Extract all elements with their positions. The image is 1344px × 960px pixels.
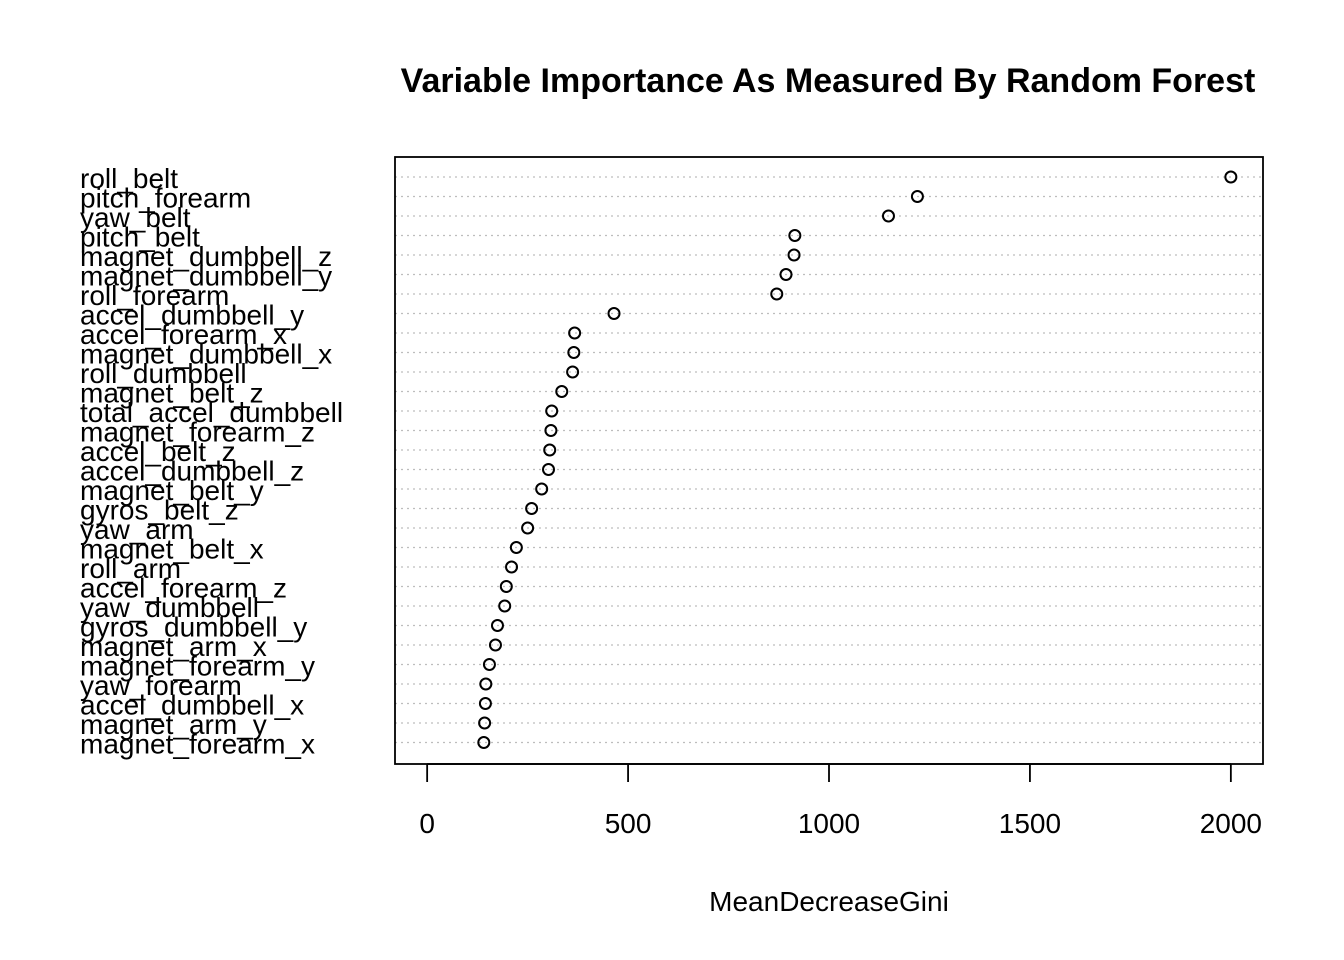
category-label-accel-belt-z: accel_belt_z [80, 436, 236, 467]
x-tick-label: 0 [419, 808, 435, 839]
data-point-gyros-belt-z [525, 502, 539, 515]
category-label-magnet-belt-z: magnet_belt_z [80, 378, 264, 409]
data-point-roll-dumbbell [566, 365, 580, 379]
category-label-gyros-dumbbell-y: gyros_dumbbell_y [80, 612, 307, 643]
category-label-accel-dumbbell-y: accel_dumbbell_y [80, 300, 304, 331]
category-label-magnet-forearm-z: magnet_forearm_z [80, 417, 315, 448]
category-label-magnet-arm-x: magnet_arm_x [80, 631, 267, 662]
data-point-magnet-dumbbell-z [787, 248, 801, 262]
category-label-accel-forearm-z: accel_forearm_z [80, 573, 287, 604]
x-tick-label: 1500 [999, 808, 1061, 839]
category-label-roll-forearm: roll_forearm [80, 280, 229, 311]
category-label-roll-dumbbell: roll_dumbbell [80, 358, 247, 389]
category-label-magnet-belt-y: magnet_belt_y [80, 475, 264, 506]
data-point-accel-dumbbell-y [607, 307, 621, 320]
grid-lines [395, 176, 1263, 744]
category-label-magnet-forearm-y: magnet_forearm_y [80, 651, 315, 682]
category-label-total-accel-dumbbell: total_accel_dumbbell [80, 397, 343, 428]
x-axis: 0 500 1000 1500 2000 [419, 763, 1262, 839]
data-point-magnet-belt-y [535, 482, 549, 496]
data-point-pitch-belt [788, 229, 802, 242]
data-point-yaw-arm [521, 521, 535, 535]
data-point-accel-dumbbell-z [542, 463, 556, 476]
category-label-magnet-belt-x: magnet_belt_x [80, 534, 264, 565]
data-point-roll-arm [505, 560, 519, 574]
category-label-roll-belt: roll_belt [80, 163, 178, 194]
data-point-yaw-dumbbell [498, 599, 512, 613]
data-point-roll-belt [1224, 170, 1238, 184]
category-label-magnet-dumbbell-y: magnet_dumbbell_y [80, 261, 332, 292]
data-point-accel-forearm-x [568, 326, 582, 340]
data-point-pitch-forearm [910, 190, 924, 203]
category-label-yaw-forearm: yaw_forearm [80, 670, 242, 701]
x-tick-label: 1000 [798, 808, 860, 839]
data-point-accel-forearm-z [499, 580, 513, 593]
category-label-magnet-dumbbell-x: magnet_dumbbell_x [80, 339, 332, 370]
x-tick-label: 500 [605, 808, 652, 839]
data-point-yaw-forearm [479, 677, 493, 691]
category-labels: roll_beltpitch_forearmyaw_beltpitch_belt… [80, 163, 343, 760]
data-point-magnet-arm-y [478, 716, 492, 730]
data-point-magnet-arm-x [488, 638, 502, 652]
data-point-magnet-belt-z [555, 385, 569, 398]
category-label-magnet-arm-y: magnet_arm_y [80, 709, 267, 740]
category-label-yaw-belt: yaw_belt [80, 202, 191, 233]
data-point-accel-dumbbell-x [478, 697, 492, 710]
data-points [477, 170, 1238, 749]
data-point-yaw-belt [881, 209, 895, 223]
category-label-magnet-forearm-x: magnet_forearm_x [80, 729, 315, 760]
category-label-pitch-forearm: pitch_forearm [80, 183, 251, 214]
category-label-magnet-dumbbell-z: magnet_dumbbell_z [80, 241, 332, 272]
data-point-gyros-dumbbell-y [490, 619, 504, 632]
data-point-magnet-belt-x [509, 541, 523, 554]
plot-area [394, 156, 1264, 765]
data-point-accel-belt-z [543, 443, 557, 457]
data-point-magnet-dumbbell-y [779, 268, 793, 281]
category-label-gyros-belt-z: gyros_belt_z [80, 495, 239, 526]
category-label-yaw-arm: yaw_arm [80, 514, 194, 545]
category-label-accel-dumbbell-z: accel_dumbbell_z [80, 456, 304, 487]
data-point-magnet-forearm-y [482, 658, 496, 671]
data-point-magnet-forearm-x [477, 736, 491, 749]
x-tick-label: 2000 [1200, 808, 1262, 839]
category-label-yaw-dumbbell: yaw_dumbbell [80, 592, 259, 623]
data-point-magnet-dumbbell-x [567, 346, 581, 359]
chart-title: Variable Importance As Measured By Rando… [401, 62, 1256, 100]
data-point-total-accel-dumbbell [545, 404, 559, 418]
category-label-accel-forearm-x: accel_forearm_x [80, 319, 287, 350]
data-point-roll-forearm [770, 287, 784, 301]
data-point-magnet-forearm-z [544, 424, 558, 437]
category-label-roll-arm: roll_arm [80, 553, 181, 584]
category-label-pitch-belt: pitch_belt [80, 222, 200, 253]
x-axis-label: MeanDecreaseGini [709, 886, 949, 917]
category-label-accel-dumbbell-x: accel_dumbbell_x [80, 690, 304, 721]
